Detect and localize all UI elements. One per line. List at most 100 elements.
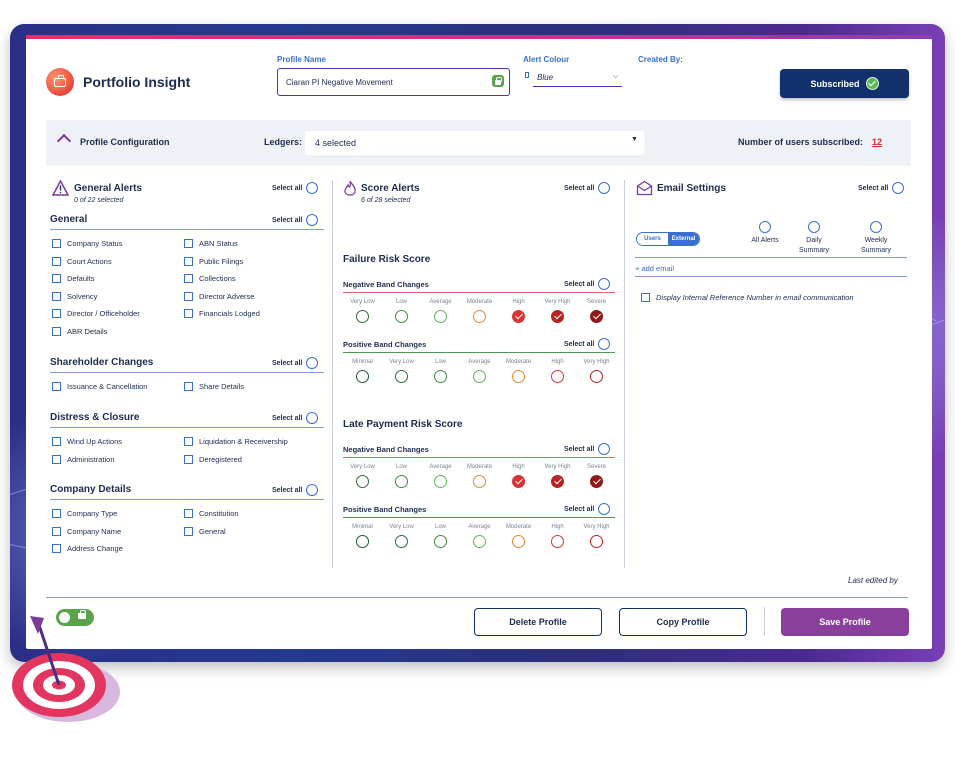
band-radio[interactable]: [434, 370, 447, 383]
band-radio[interactable]: [395, 535, 408, 548]
alert-checkbox[interactable]: [52, 309, 61, 318]
chevron-down-icon[interactable]: ⌵: [613, 73, 619, 80]
band-radio[interactable]: [434, 535, 447, 548]
alert-checkbox[interactable]: [184, 291, 193, 301]
alert-checkbox[interactable]: [184, 437, 193, 446]
band-radio[interactable]: [590, 370, 603, 383]
band-radio[interactable]: [356, 370, 369, 383]
band-select-all[interactable]: Select all: [564, 443, 611, 455]
band-radio[interactable]: [356, 535, 369, 548]
select-all-radio[interactable]: [306, 214, 319, 226]
alert-checkbox[interactable]: [52, 454, 61, 464]
tab-external[interactable]: External: [668, 233, 699, 245]
alert-checkbox[interactable]: [184, 239, 193, 248]
select-all-radio[interactable]: [306, 412, 319, 424]
band-radio[interactable]: [512, 475, 525, 488]
band-select-all[interactable]: Select all: [564, 338, 611, 350]
band-radio[interactable]: [473, 370, 486, 383]
alert-checkbox[interactable]: [184, 382, 193, 391]
tab-users[interactable]: Users: [637, 233, 668, 245]
band-radio[interactable]: [395, 475, 408, 488]
caret-down-icon[interactable]: ▼: [631, 136, 638, 143]
band-radio[interactable]: [551, 370, 564, 383]
band-radio[interactable]: [512, 310, 525, 323]
all-alerts-radio[interactable]: [759, 221, 771, 233]
alert-checkbox[interactable]: [52, 437, 61, 446]
select-all-radio[interactable]: [306, 357, 319, 369]
band-radio[interactable]: [590, 535, 603, 548]
alert-option-label: Company Status: [67, 239, 123, 248]
select-all-radio[interactable]: [598, 278, 611, 290]
alert-checkbox[interactable]: [184, 256, 193, 266]
copy-profile-button[interactable]: Copy Profile: [619, 608, 747, 636]
group-select-all[interactable]: Select all: [272, 214, 319, 226]
band-radio[interactable]: [395, 310, 408, 323]
add-email-link[interactable]: + add email: [635, 264, 674, 273]
email-settings-select-all[interactable]: Select all: [858, 182, 905, 194]
alert-checkbox[interactable]: [52, 239, 61, 248]
group-select-all[interactable]: Select all: [272, 412, 319, 424]
band-radio[interactable]: [473, 535, 486, 548]
config-title[interactable]: Profile Configuration: [80, 137, 170, 147]
alert-option-label: Solvency: [67, 291, 98, 301]
profile-name-input[interactable]: Ciaran PI Negative Movement: [277, 68, 510, 96]
band-radio[interactable]: [551, 310, 564, 323]
band-radio[interactable]: [551, 535, 564, 548]
alert-option: Administration: [52, 454, 115, 464]
select-all-radio[interactable]: [892, 182, 905, 194]
alert-checkbox[interactable]: [52, 382, 61, 391]
group-title: Distress & Closure: [50, 412, 140, 423]
select-all-radio[interactable]: [598, 182, 611, 194]
general-alerts-select-all[interactable]: Select all: [272, 182, 319, 194]
alert-checkbox[interactable]: [184, 274, 193, 283]
display-ref-checkbox[interactable]: [641, 293, 650, 302]
ledgers-select[interactable]: 4 selected: [305, 131, 644, 155]
alert-checkbox[interactable]: [52, 526, 61, 536]
select-all-radio[interactable]: [598, 338, 611, 350]
alert-checkbox[interactable]: [184, 309, 193, 318]
alert-checkbox[interactable]: [52, 544, 61, 553]
page-title: Portfolio Insight: [83, 74, 191, 90]
band-radio[interactable]: [473, 310, 486, 323]
select-all-radio[interactable]: [598, 503, 611, 515]
alert-checkbox[interactable]: [52, 274, 61, 283]
group-select-all[interactable]: Select all: [272, 357, 319, 369]
save-profile-button[interactable]: Save Profile: [781, 608, 909, 636]
alert-checkbox[interactable]: [184, 526, 193, 536]
alert-colour-select[interactable]: Blue: [533, 68, 622, 87]
band-radio[interactable]: [434, 310, 447, 323]
delete-profile-button[interactable]: Delete Profile: [474, 608, 602, 636]
band-label: High: [512, 464, 525, 470]
band-radio[interactable]: [356, 310, 369, 323]
users-subscribed-count[interactable]: 12: [872, 137, 883, 147]
alert-checkbox[interactable]: [184, 509, 193, 518]
alert-checkbox[interactable]: [52, 291, 61, 301]
band-radio[interactable]: [590, 475, 603, 488]
select-all-radio[interactable]: [306, 484, 319, 496]
daily-summary-radio[interactable]: [808, 221, 820, 233]
alert-checkbox[interactable]: [52, 256, 61, 266]
select-all-radio[interactable]: [306, 182, 319, 194]
band-option: Minimal: [343, 524, 382, 548]
band-radio[interactable]: [434, 475, 447, 488]
band-radio[interactable]: [356, 475, 369, 488]
band-radio[interactable]: [512, 370, 525, 383]
lock-toggle[interactable]: [56, 609, 94, 626]
alert-checkbox[interactable]: [52, 326, 61, 336]
score-alerts-select-all[interactable]: Select all: [564, 182, 611, 194]
group-select-all[interactable]: Select all: [272, 484, 319, 496]
subscribed-button[interactable]: Subscribed: [780, 69, 909, 98]
band-select-all[interactable]: Select all: [564, 503, 611, 515]
band-radio[interactable]: [395, 370, 408, 383]
alert-checkbox[interactable]: [52, 509, 61, 518]
band-radio[interactable]: [551, 475, 564, 488]
band-select-all[interactable]: Select all: [564, 278, 611, 290]
band-radio[interactable]: [590, 310, 603, 323]
band-option: Low: [421, 524, 460, 548]
band-radio[interactable]: [512, 535, 525, 548]
select-all-radio[interactable]: [598, 443, 611, 455]
weekly-summary-radio[interactable]: [870, 221, 882, 233]
alert-option-label: ABR Details: [67, 326, 108, 336]
alert-checkbox[interactable]: [184, 454, 193, 464]
band-radio[interactable]: [473, 475, 486, 488]
